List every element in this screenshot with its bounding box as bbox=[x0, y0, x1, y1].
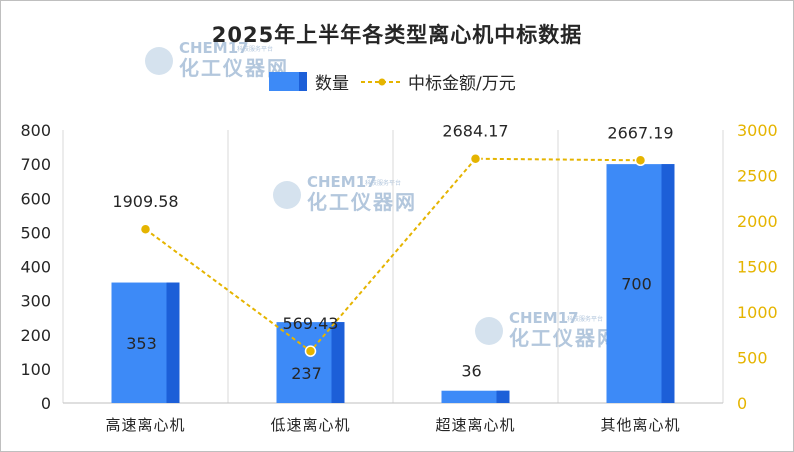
category-label: 低速离心机 bbox=[270, 416, 350, 434]
left-tick-label: 200 bbox=[20, 326, 51, 345]
line-point bbox=[304, 345, 317, 357]
watermarks: CHEM17科技服务平台化工仪器网CHEM17科技服务平台化工仪器网CHEM17… bbox=[145, 39, 619, 350]
legend-label-amount: 中标金额/万元 bbox=[408, 74, 516, 94]
watermark-brand-cn: 化工仪器网 bbox=[509, 326, 619, 350]
left-tick-label: 0 bbox=[41, 394, 51, 413]
chart-title: 2025年上半年各类型离心机中标数据 bbox=[212, 23, 582, 47]
bar-side bbox=[166, 282, 180, 403]
left-tick-label: 800 bbox=[20, 121, 51, 140]
bar bbox=[441, 390, 510, 403]
category-label: 高速离心机 bbox=[105, 416, 185, 434]
grid bbox=[62, 130, 724, 404]
watermark-logo-icon bbox=[273, 181, 301, 209]
right-axis: 0 500 1000 1500 2000 2500 3000 bbox=[737, 121, 778, 413]
watermark-logo-icon bbox=[145, 47, 173, 75]
legend: 数量 中标金额/万元 bbox=[269, 72, 516, 94]
legend-label-count: 数量 bbox=[315, 74, 349, 94]
right-tick-label: 1000 bbox=[737, 303, 778, 322]
bar-side bbox=[496, 390, 510, 403]
category-label: 其他离心机 bbox=[600, 416, 680, 434]
right-tick-label: 0 bbox=[737, 394, 747, 413]
legend-swatch-bar-shade bbox=[299, 72, 307, 91]
bar bbox=[606, 164, 675, 403]
watermark-brand-en: CHEM17 bbox=[509, 309, 579, 327]
amount-line bbox=[144, 157, 641, 353]
line-point bbox=[634, 154, 647, 167]
watermark-logo-icon bbox=[475, 317, 503, 345]
right-tick-label: 2500 bbox=[737, 167, 778, 186]
left-tick-label: 100 bbox=[20, 360, 51, 379]
line-value-label: 569.43 bbox=[283, 314, 339, 333]
line-point bbox=[139, 223, 152, 235]
bar bbox=[111, 282, 180, 403]
bar-side bbox=[661, 164, 675, 403]
right-tick-label: 500 bbox=[737, 349, 768, 368]
line-value-label: 2684.17 bbox=[442, 122, 508, 141]
watermark-brand-en: CHEM17 bbox=[179, 39, 249, 57]
category-label: 超速离心机 bbox=[435, 416, 515, 434]
right-tick-label: 1500 bbox=[737, 258, 778, 277]
right-tick-label: 3000 bbox=[737, 121, 778, 140]
line-value-label: 2667.19 bbox=[607, 123, 673, 142]
left-tick-label: 400 bbox=[20, 258, 51, 277]
watermark-tagline: 科技服务平台 bbox=[237, 45, 273, 53]
bar-series bbox=[111, 164, 675, 403]
left-tick-label: 300 bbox=[20, 292, 51, 311]
bar-value-label: 700 bbox=[621, 275, 652, 294]
bar-value-label: 353 bbox=[126, 334, 157, 353]
data-labels: 353 237 36 700 1909.58 569.43 2684.17 2667.19 bbox=[112, 122, 673, 383]
watermark-brand-cn: 化工仪器网 bbox=[307, 190, 417, 214]
line-value-label: 1909.58 bbox=[112, 192, 178, 211]
left-tick-label: 700 bbox=[20, 155, 51, 174]
legend-swatch-marker bbox=[378, 78, 386, 86]
watermark-tagline: 科技服务平台 bbox=[365, 179, 401, 187]
bar-value-label: 36 bbox=[461, 362, 481, 381]
line-point bbox=[469, 152, 482, 165]
legend-swatch-bar bbox=[269, 72, 307, 91]
left-tick-label: 500 bbox=[20, 223, 51, 242]
bar-body bbox=[441, 390, 510, 403]
watermark-tagline: 科技服务平台 bbox=[567, 315, 603, 323]
left-axis: 0 100 200 300 400 500 600 700 800 bbox=[20, 121, 51, 413]
bar-value-label: 237 bbox=[291, 364, 322, 383]
watermark-brand-en: CHEM17 bbox=[307, 173, 377, 191]
category-axis: 高速离心机 低速离心机 超速离心机 其他离心机 bbox=[105, 416, 680, 434]
bar-side bbox=[331, 322, 345, 403]
left-tick-label: 600 bbox=[20, 189, 51, 208]
right-tick-label: 2000 bbox=[737, 212, 778, 231]
line-series bbox=[139, 152, 647, 357]
